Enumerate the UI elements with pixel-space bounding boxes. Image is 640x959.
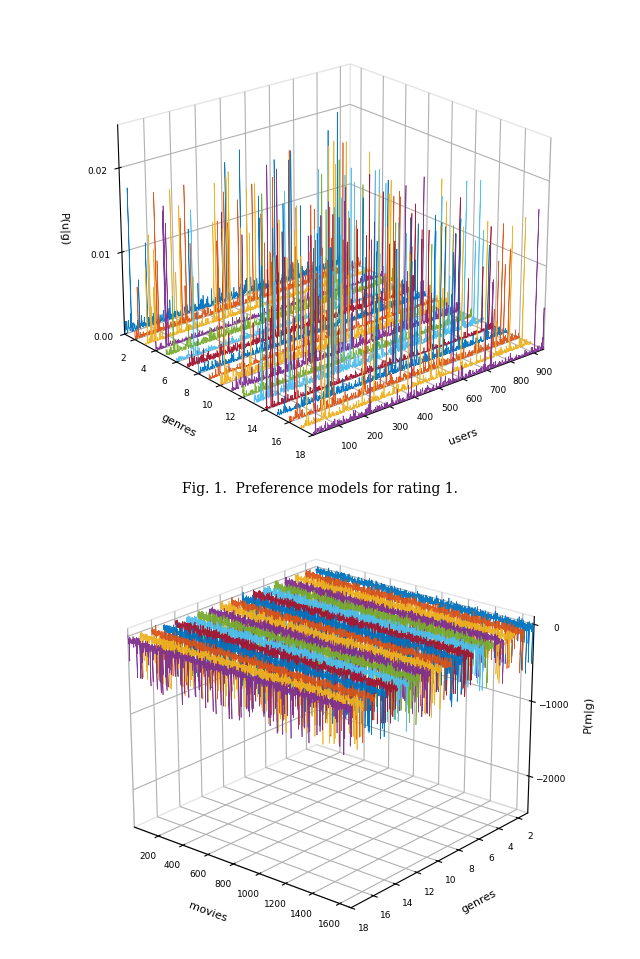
X-axis label: users: users <box>447 427 479 447</box>
Y-axis label: genres: genres <box>460 889 498 915</box>
X-axis label: movies: movies <box>188 901 228 924</box>
Y-axis label: genres: genres <box>160 412 198 439</box>
Text: Fig. 1.  Preference models for rating 1.: Fig. 1. Preference models for rating 1. <box>182 482 458 497</box>
